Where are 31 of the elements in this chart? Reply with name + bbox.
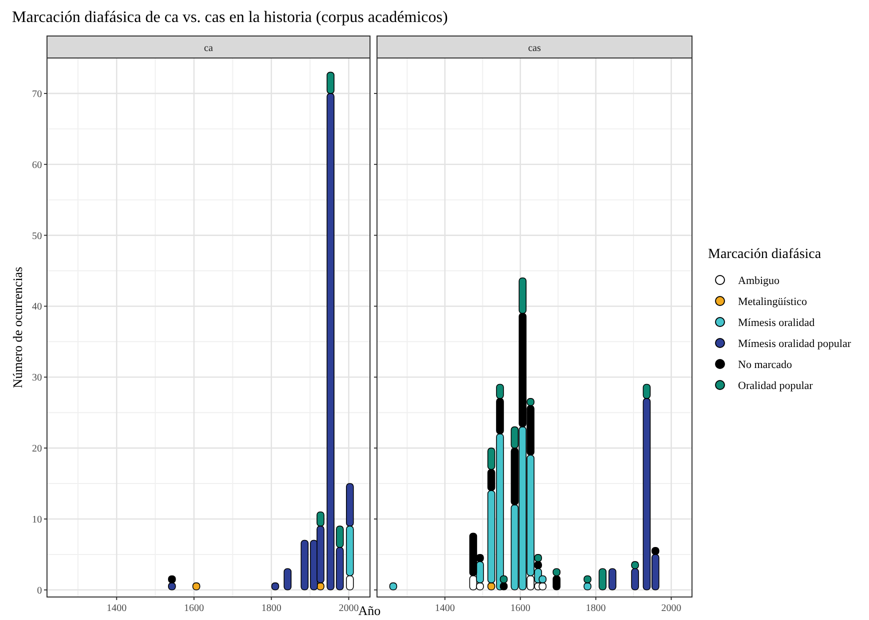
- chart-subtitle: cas: [528, 43, 541, 54]
- legend-label: Mímesis oralidad: [738, 317, 816, 329]
- y-axis-title: Número de ocurrencias: [10, 266, 25, 388]
- x-tick-label: 1600: [184, 603, 204, 614]
- bar: [598, 568, 606, 590]
- y-tick-label: 30: [32, 372, 42, 384]
- y-tick-label: 20: [32, 444, 42, 455]
- legend-label: Metalingüístico: [738, 296, 808, 308]
- legend-title: Marcación diafásica: [708, 247, 822, 262]
- x-tick-label: 1800: [261, 603, 282, 614]
- x-axis-title: Año: [358, 603, 381, 618]
- x-tick-label: 2000: [661, 603, 682, 614]
- y-tick-label: 0: [37, 585, 42, 596]
- bar: [608, 568, 616, 590]
- chart-title: Marcación diafásica de ca vs. cas en la historia (corpus académicos): [12, 9, 448, 26]
- x-tick-label: 2000: [338, 603, 359, 614]
- legend-label: No marcado: [738, 359, 793, 371]
- legend-label: Ambiguo: [738, 275, 780, 287]
- chart-subtitle: ca: [204, 43, 214, 54]
- bar: [284, 568, 292, 590]
- y-tick-label: 50: [32, 230, 42, 242]
- legend-label: Oralidad popular: [738, 380, 814, 392]
- legend-label: Mímesis oralidad popular: [738, 338, 852, 350]
- y-tick-label: 40: [32, 302, 42, 313]
- x-tick-label: 1600: [510, 603, 530, 614]
- x-tick-label: 1800: [586, 603, 606, 614]
- y-tick-label: 60: [32, 160, 42, 171]
- y-tick-label: 70: [32, 88, 42, 100]
- y-tick-label: 10: [32, 514, 42, 526]
- x-tick-label: 1400: [106, 603, 127, 614]
- x-tick-label: 1400: [434, 603, 455, 614]
